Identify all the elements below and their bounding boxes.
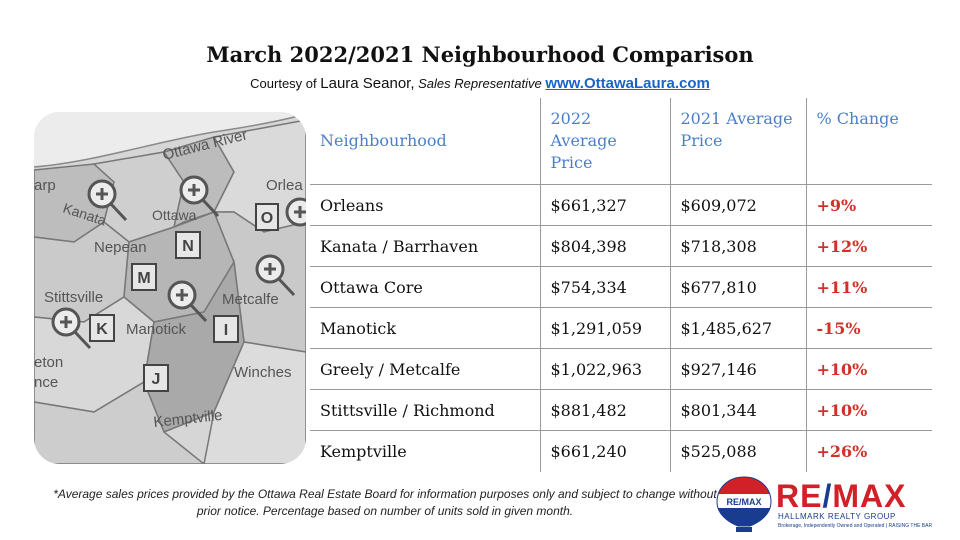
map-zone-letter: M (137, 270, 150, 287)
cell-2022-price: $661,240 (539, 430, 670, 472)
map-label: Orlea (266, 177, 303, 194)
cell-neighbourhood: Kanata / Barrhaven (310, 225, 540, 267)
map-label: nce (34, 374, 58, 391)
cell-2021-price: $801,344 (669, 389, 806, 431)
table-row: Kemptville $661,240 $525,088 +26% (310, 430, 932, 472)
cell-neighbourhood: Orleans (310, 184, 540, 226)
cell-2022-price: $661,327 (539, 184, 670, 226)
cell-2021-price: $525,088 (669, 430, 806, 472)
cell-change: +11% (805, 266, 932, 308)
wordmark-re: RE (776, 478, 823, 514)
courtesy-text: Courtesy of (250, 76, 317, 91)
brokerage-tagline: Brokerage, Independently Owned and Opera… (778, 523, 933, 529)
cell-2022-price: $804,398 (539, 225, 670, 267)
header-neighbourhood: Neighbourhood (310, 98, 540, 185)
cell-change: +9% (805, 184, 932, 226)
table-row: Manotick $1,291,059 $1,485,627 -15% (310, 307, 932, 349)
balloon-icon: RE/MAX (716, 476, 772, 532)
cell-2021-price: $677,810 (669, 266, 806, 308)
table-header-row: Neighbourhood 2022 Average Price 2021 Av… (310, 98, 932, 185)
cell-2021-price: $1,485,627 (669, 307, 806, 349)
footnote: *Average sales prices provided by the Ot… (53, 487, 717, 518)
map-label: Ottawa (152, 207, 197, 223)
agent-role: Sales Representative (418, 76, 542, 91)
cell-neighbourhood: Kemptville (310, 430, 540, 472)
cell-change: +26% (805, 430, 932, 472)
website-link[interactable]: www.OttawaLaura.com (545, 75, 710, 92)
neighbourhood-map: Ottawa River Orlea arp Kanata Ottawa Nep… (34, 112, 306, 464)
map-label: Stittsville (44, 289, 103, 306)
magnifier-icon (51, 175, 306, 350)
header-change: % Change (805, 98, 932, 185)
agent-name: Laura Seanor, (320, 75, 415, 92)
table-row: Greely / Metcalfe $1,022,963 $927,146 +1… (310, 348, 932, 390)
map-zone-letter: N (182, 238, 194, 255)
map-zone-letter: O (261, 210, 273, 227)
map-label: Winches (234, 364, 292, 381)
cell-neighbourhood: Greely / Metcalfe (310, 348, 540, 390)
cell-change: +10% (805, 348, 932, 390)
cell-neighbourhood: Ottawa Core (310, 266, 540, 308)
map-label: Nepean (94, 239, 147, 256)
header-2022-price: 2022 Average Price (539, 98, 670, 185)
comparison-table: Neighbourhood 2022 Average Price 2021 Av… (310, 98, 932, 472)
map-zone-letter: I (224, 322, 228, 339)
map-label: Manotick (126, 321, 187, 338)
map-label: arp (34, 177, 56, 194)
cell-change: -15% (805, 307, 932, 349)
cell-neighbourhood: Stittsville / Richmond (310, 389, 540, 431)
cell-2021-price: $609,072 (669, 184, 806, 226)
map-label: Metcalfe (222, 291, 279, 308)
table-row: Stittsville / Richmond $881,482 $801,344… (310, 389, 932, 431)
brokerage-name: HALLMARK REALTY GROUP (778, 512, 896, 521)
balloon-text: RE/MAX (726, 497, 761, 507)
remax-logo: RE/MAX RE/MAX HALLMARK REALTY GROUP Brok… (714, 474, 934, 534)
header-2021-price: 2021 Average Price (669, 98, 806, 185)
cell-2022-price: $754,334 (539, 266, 670, 308)
remax-wordmark: RE/MAX (776, 480, 906, 512)
wordmark-slash: / (822, 478, 833, 514)
page-title: March 2022/2021 Neighbourhood Comparison (206, 42, 754, 67)
cell-neighbourhood: Manotick (310, 307, 540, 349)
map-zone-letter: K (96, 321, 108, 338)
table-row: Ottawa Core $754,334 $677,810 +11% (310, 266, 932, 308)
cell-2021-price: $927,146 (669, 348, 806, 390)
subtitle: Courtesy of Laura Seanor, Sales Represen… (0, 75, 960, 92)
cell-change: +10% (805, 389, 932, 431)
cell-change: +12% (805, 225, 932, 267)
table-row: Kanata / Barrhaven $804,398 $718,308 +12… (310, 225, 932, 267)
cell-2022-price: $1,022,963 (539, 348, 670, 390)
cell-2021-price: $718,308 (669, 225, 806, 267)
map-zone-letter: J (152, 371, 161, 388)
wordmark-max: MAX (832, 478, 907, 514)
cell-2022-price: $881,482 (539, 389, 670, 431)
table-row: Orleans $661,327 $609,072 +9% (310, 184, 932, 226)
map-label: eton (34, 354, 63, 371)
cell-2022-price: $1,291,059 (539, 307, 670, 349)
